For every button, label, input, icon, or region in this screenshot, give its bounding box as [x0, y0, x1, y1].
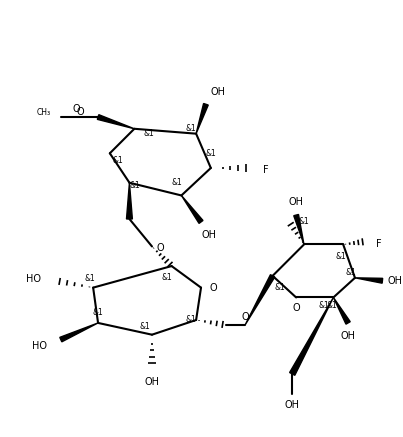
- Text: OH: OH: [145, 377, 160, 387]
- Text: &1: &1: [144, 129, 154, 138]
- Text: O: O: [156, 243, 164, 253]
- Text: CH₃: CH₃: [37, 108, 51, 117]
- Text: &1: &1: [130, 181, 141, 190]
- Text: O: O: [73, 104, 80, 114]
- Text: &1: &1: [206, 149, 216, 158]
- Polygon shape: [290, 298, 333, 375]
- Text: O: O: [241, 312, 249, 322]
- Text: O: O: [292, 303, 300, 313]
- Text: &1: &1: [161, 273, 172, 282]
- Polygon shape: [245, 275, 275, 325]
- Text: &1: &1: [112, 156, 123, 165]
- Text: &1: &1: [186, 316, 197, 325]
- Text: &1: &1: [140, 323, 150, 331]
- Text: O: O: [210, 283, 218, 293]
- Text: &1: &1: [318, 301, 329, 310]
- Text: OH: OH: [289, 198, 303, 207]
- Text: &1: &1: [186, 124, 197, 133]
- Polygon shape: [181, 195, 203, 223]
- Text: &1: &1: [93, 308, 104, 317]
- Text: OH: OH: [211, 87, 226, 97]
- Text: HO: HO: [32, 341, 47, 351]
- Text: O: O: [77, 107, 84, 117]
- Text: &1: &1: [299, 218, 310, 226]
- Polygon shape: [127, 183, 132, 219]
- Text: OH: OH: [202, 230, 216, 239]
- Text: &1: &1: [274, 283, 285, 292]
- Text: F: F: [376, 239, 381, 249]
- Polygon shape: [97, 114, 134, 129]
- Text: OH: OH: [341, 331, 355, 341]
- Text: OH: OH: [285, 400, 300, 410]
- Text: &1: &1: [171, 178, 182, 187]
- Text: &1: &1: [85, 274, 96, 283]
- Polygon shape: [294, 215, 304, 244]
- Text: F: F: [263, 165, 268, 175]
- Text: &1: &1: [336, 252, 347, 261]
- Text: HO: HO: [26, 274, 41, 284]
- Polygon shape: [196, 104, 208, 134]
- Polygon shape: [333, 298, 350, 324]
- Text: OH: OH: [387, 276, 402, 286]
- Text: &1: &1: [346, 268, 356, 277]
- Polygon shape: [60, 323, 98, 342]
- Polygon shape: [355, 278, 383, 283]
- Text: &1: &1: [326, 301, 337, 310]
